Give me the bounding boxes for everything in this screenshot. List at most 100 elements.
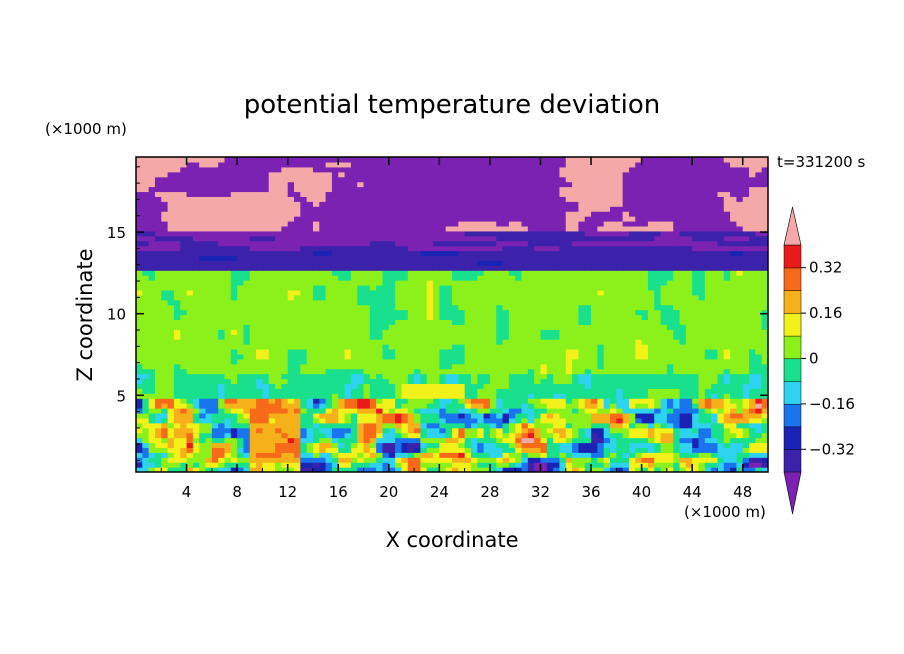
contour-cell (572, 363, 579, 370)
contour-cell (736, 280, 744, 286)
contour-cell (395, 393, 403, 399)
contour-cell (294, 432, 301, 439)
contour-cell (723, 270, 731, 276)
contour-cell (388, 437, 396, 444)
contour-cell (496, 250, 504, 257)
contour-cell (161, 270, 169, 276)
contour-cell (685, 398, 693, 404)
contour-cell (426, 393, 434, 399)
contour-cell (382, 344, 390, 350)
contour-cell (622, 363, 630, 370)
contour-cell (363, 417, 371, 424)
contour-cell (603, 393, 611, 399)
contour-cell (597, 280, 605, 286)
contour-cell (192, 408, 200, 414)
contour-cell (306, 270, 314, 276)
contour-cell (148, 452, 156, 458)
contour-cell (628, 309, 636, 316)
contour-cell (300, 412, 308, 419)
contour-cell (673, 348, 681, 355)
contour-cell (711, 265, 719, 271)
contour-cell (452, 373, 459, 380)
contour-cell (546, 373, 554, 380)
contour-cell (553, 393, 561, 399)
contour-cell (161, 467, 169, 472)
contour-cell (622, 373, 630, 380)
contour-cell (211, 373, 219, 380)
contour-cell (414, 368, 421, 375)
contour-cell (698, 363, 706, 370)
contour-cell (711, 294, 719, 301)
contour-cell (268, 324, 276, 330)
contour-cell (407, 398, 415, 404)
contour-cell (363, 334, 371, 340)
contour-cell (761, 363, 768, 370)
contour-cell (369, 289, 377, 296)
contour-cell (749, 230, 756, 237)
contour-cell (211, 442, 219, 448)
contour-cell (243, 270, 251, 276)
contour-cell (376, 255, 384, 261)
contour-cell (647, 319, 655, 325)
contour-cell (521, 432, 529, 439)
contour-cell (565, 289, 573, 296)
contour-cell (414, 314, 421, 321)
contour-cell (357, 378, 365, 384)
contour-cell (477, 437, 485, 444)
contour-cell (262, 467, 270, 472)
contour-cell (717, 309, 725, 316)
contour-cell (237, 353, 245, 360)
contour-cell (306, 284, 314, 291)
contour-cell (325, 250, 333, 257)
contour-cell (749, 373, 756, 380)
contour-cell (161, 457, 169, 463)
contour-cell (142, 245, 150, 252)
contour-cell (553, 250, 561, 257)
contour-cell (325, 240, 333, 247)
contour-cell (477, 378, 485, 384)
contour-cell (192, 255, 200, 261)
contour-cell (161, 245, 169, 252)
contour-cell (610, 225, 617, 232)
contour-cell (723, 334, 731, 340)
contour-cell (426, 422, 434, 429)
contour-cell (344, 383, 352, 389)
contour-cell (325, 304, 333, 311)
contour-cell (414, 427, 421, 434)
contour-cell (287, 462, 295, 468)
contour-cell (407, 368, 415, 375)
contour-cell (142, 235, 150, 242)
contour-cell (521, 319, 529, 325)
contour-cell (249, 225, 257, 232)
contour-cell (205, 393, 213, 399)
contour-cell (477, 447, 485, 453)
contour-cell (679, 417, 687, 424)
contour-cell (711, 260, 719, 266)
contour-cell (489, 467, 497, 472)
contour-cell (477, 393, 485, 399)
contour-cell (685, 304, 693, 311)
contour-cell (173, 412, 181, 419)
contour-cell (167, 304, 175, 311)
contour-cell (654, 437, 662, 444)
contour-cell (414, 270, 421, 276)
contour-cell (154, 309, 162, 316)
contour-cell (641, 427, 649, 434)
contour-cell (464, 294, 472, 301)
contour-cell (673, 324, 681, 330)
contour-cell (414, 388, 421, 394)
contour-cell (578, 348, 586, 355)
contour-cell (136, 412, 143, 419)
contour-cell (401, 324, 409, 330)
contour-cell (622, 457, 630, 463)
contour-cell (489, 388, 497, 394)
contour-cell (395, 314, 403, 321)
contour-cell (401, 265, 409, 271)
contour-cell (496, 230, 504, 237)
contour-cell (287, 383, 295, 389)
contour-cell (603, 408, 611, 414)
contour-cell (717, 447, 725, 453)
contour-cell (470, 348, 478, 355)
contour-cell (622, 294, 630, 301)
contour-cell (395, 462, 403, 468)
